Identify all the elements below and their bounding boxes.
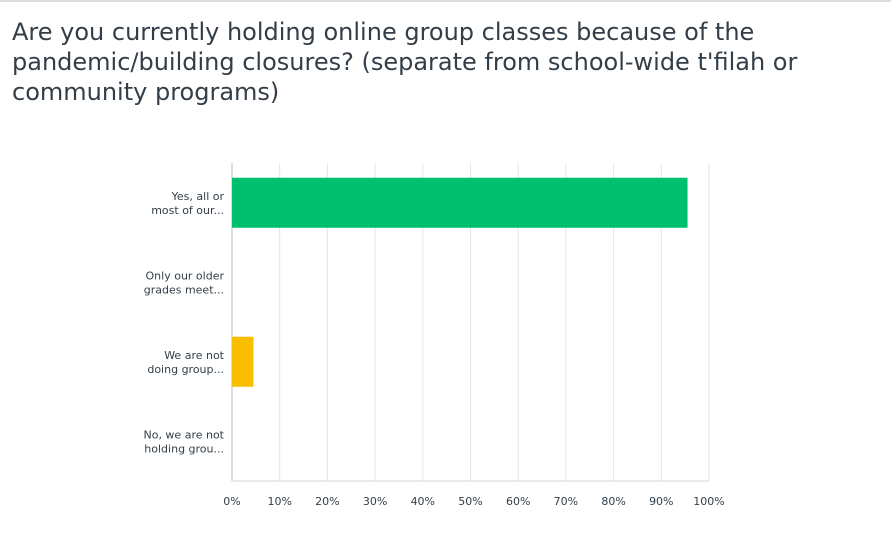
x-tick-label: 90% bbox=[649, 495, 673, 508]
x-tick-labels: 0% 10% 20% 30% 40% 50% 60% 70% 80% 90% 100% bbox=[223, 495, 724, 508]
category-label: Yes, all or bbox=[171, 190, 225, 203]
bar[interactable] bbox=[232, 336, 254, 387]
x-tick-label: 60% bbox=[506, 495, 530, 508]
x-tick-label: 50% bbox=[458, 495, 482, 508]
bar[interactable] bbox=[232, 177, 688, 228]
x-tick-label: 20% bbox=[315, 495, 339, 508]
category-label: Only our older bbox=[146, 269, 225, 282]
category-label: doing group... bbox=[147, 363, 224, 376]
x-tick-label: 100% bbox=[693, 495, 724, 508]
category-label: grades meet... bbox=[144, 283, 224, 296]
x-tick-label: 0% bbox=[223, 495, 240, 508]
top-divider bbox=[0, 0, 891, 2]
x-tick-label: 30% bbox=[363, 495, 387, 508]
bars bbox=[232, 177, 688, 387]
category-label: No, we are not bbox=[143, 428, 224, 441]
question-title: Are you currently holding online group c… bbox=[12, 18, 798, 106]
x-tick-label: 10% bbox=[267, 495, 291, 508]
x-tick-label: 80% bbox=[601, 495, 625, 508]
category-label: We are not bbox=[164, 349, 224, 362]
category-label: holding grou... bbox=[144, 442, 224, 455]
x-tick-label: 40% bbox=[411, 495, 435, 508]
x-tick-label: 70% bbox=[554, 495, 578, 508]
category-label: most of our... bbox=[151, 204, 224, 217]
